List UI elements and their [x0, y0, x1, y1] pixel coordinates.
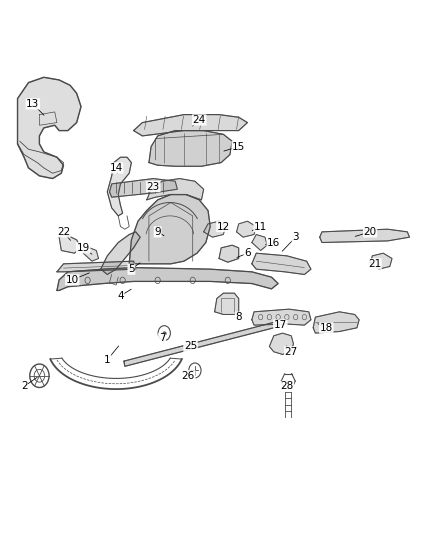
- Text: 16: 16: [267, 238, 280, 247]
- Text: 24: 24: [193, 115, 206, 125]
- Polygon shape: [83, 248, 99, 261]
- Text: 13: 13: [26, 99, 39, 109]
- Polygon shape: [18, 77, 81, 179]
- Polygon shape: [215, 293, 239, 314]
- Text: 19: 19: [77, 243, 90, 253]
- Text: 26: 26: [182, 371, 195, 381]
- Text: 10: 10: [66, 275, 79, 285]
- Polygon shape: [370, 253, 392, 269]
- Polygon shape: [57, 268, 278, 290]
- Text: 21: 21: [368, 259, 381, 269]
- Polygon shape: [252, 235, 267, 251]
- Polygon shape: [124, 321, 279, 366]
- Polygon shape: [320, 229, 410, 243]
- Text: 8: 8: [235, 312, 242, 322]
- Polygon shape: [252, 309, 311, 325]
- Polygon shape: [204, 221, 226, 237]
- Text: 20: 20: [364, 227, 377, 237]
- Text: 25: 25: [184, 342, 197, 351]
- Text: 1: 1: [104, 355, 111, 365]
- Text: 12: 12: [217, 222, 230, 231]
- Text: 28: 28: [280, 382, 293, 391]
- Text: 5: 5: [128, 264, 135, 274]
- Text: 15: 15: [232, 142, 245, 151]
- Text: 23: 23: [147, 182, 160, 191]
- Polygon shape: [110, 179, 177, 197]
- Polygon shape: [313, 312, 359, 333]
- Polygon shape: [269, 333, 293, 354]
- Polygon shape: [237, 221, 256, 237]
- Polygon shape: [107, 157, 131, 216]
- Polygon shape: [147, 179, 204, 200]
- Text: 2: 2: [21, 382, 28, 391]
- Polygon shape: [129, 195, 210, 264]
- Text: 14: 14: [110, 163, 123, 173]
- Text: 22: 22: [57, 227, 70, 237]
- Polygon shape: [219, 245, 239, 262]
- Text: 17: 17: [274, 320, 287, 330]
- Text: 4: 4: [117, 291, 124, 301]
- Polygon shape: [59, 235, 81, 253]
- Polygon shape: [149, 131, 232, 166]
- Polygon shape: [134, 115, 247, 136]
- Text: 27: 27: [285, 347, 298, 357]
- Text: 7: 7: [159, 334, 166, 343]
- Text: 6: 6: [244, 248, 251, 258]
- Text: 9: 9: [154, 227, 161, 237]
- Text: 11: 11: [254, 222, 267, 231]
- Text: 3: 3: [292, 232, 299, 242]
- Text: 18: 18: [320, 323, 333, 333]
- Polygon shape: [101, 232, 140, 274]
- Polygon shape: [252, 253, 311, 274]
- Polygon shape: [57, 261, 136, 272]
